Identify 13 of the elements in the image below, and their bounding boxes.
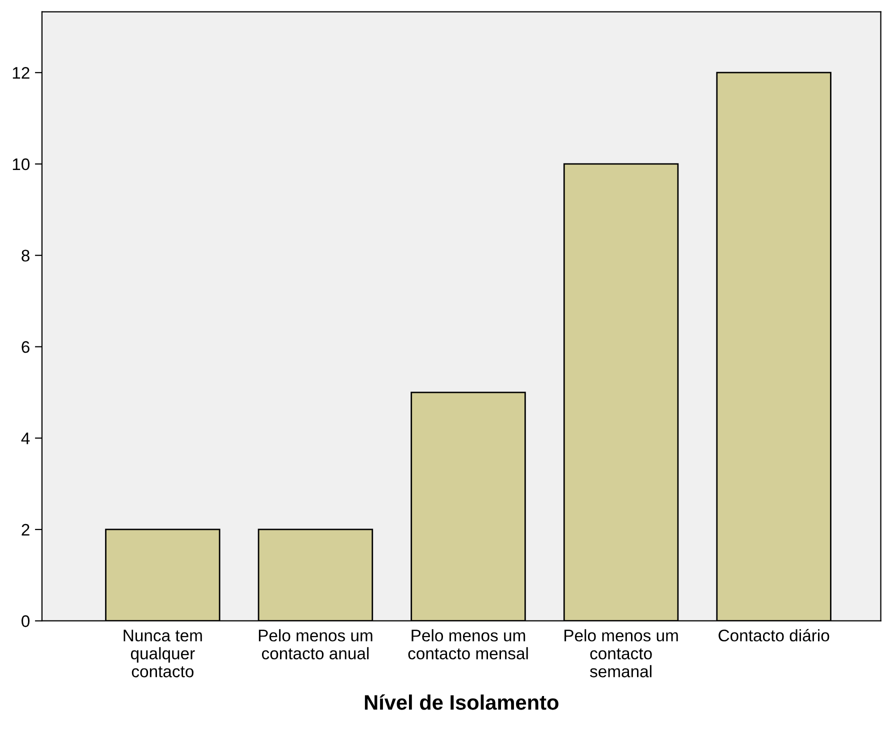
y-tick-label: 12 [12,67,30,79]
y-tick-label: 6 [22,341,30,353]
x-tick-label: Pelo menos um contacto semanal [564,629,678,678]
x-tick-label: Pelo menos um contacto mensal [408,629,528,660]
x-axis-title: Nível de Isolamento [364,694,558,710]
y-tick-label: 2 [22,524,30,536]
x-tick-label: Contacto diário [718,629,830,642]
y-tick-label: 10 [12,158,30,170]
x-tick-label: Nunca tem qualquer contacto [124,630,202,678]
x-tick-label: Pelo menos um contacto anual [258,629,372,660]
y-tick-label: 0 [22,615,30,628]
y-tick-label: 8 [22,250,30,262]
y-tick-label: 4 [21,432,30,444]
